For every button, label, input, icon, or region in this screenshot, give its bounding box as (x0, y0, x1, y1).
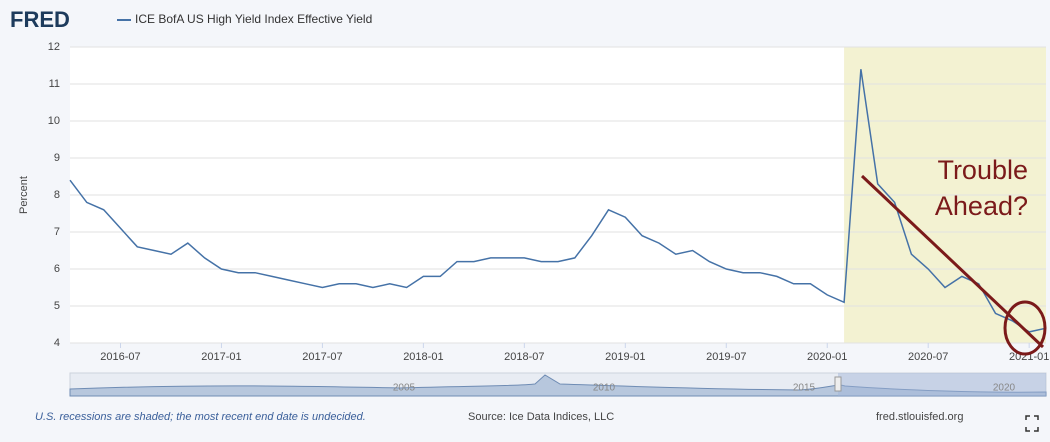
x-tick-label: 2017-07 (302, 351, 342, 363)
x-tick-label: 2016-07 (100, 351, 140, 363)
y-tick-label: 4 (54, 337, 60, 349)
navigator-series (69, 374, 1047, 397)
x-tick-label: 2017-01 (201, 351, 241, 363)
y-tick-label: 5 (54, 300, 60, 312)
y-tick-label: 9 (54, 152, 60, 164)
series-line (69, 69, 1047, 333)
site-link[interactable]: fred.stlouisfed.org (876, 411, 963, 423)
x-tick-label: 2019-01 (605, 351, 645, 363)
annotation-text: Trouble (937, 155, 1028, 185)
navigator-label: 2015 (793, 383, 816, 394)
navigator-label: 2020 (993, 383, 1016, 394)
y-tick-label: 7 (54, 226, 60, 238)
navigator-label: 2010 (593, 383, 616, 394)
plot: 4 5 6 7 8 9 10 11 12 2016-07 2017-01 2017-07 2018-01… (48, 41, 1050, 363)
footnote: U.S. recessions are shaded; the most rec… (35, 411, 366, 423)
x-tick-label: 2020-01 (807, 351, 847, 363)
fullscreen-icon[interactable] (1025, 415, 1039, 432)
x-tick-label: 2018-01 (403, 351, 443, 363)
y-tick-label: 11 (49, 78, 60, 90)
y-tick-label: 10 (48, 115, 60, 127)
source: Source: Ice Data Indices, LLC (468, 411, 614, 423)
navigator-handle[interactable] (834, 376, 842, 392)
logo: FRED (10, 7, 70, 32)
annotation-text: Ahead? (935, 191, 1028, 221)
x-tick-label: 2018-07 (504, 351, 544, 363)
y-axis-label: Percent (18, 176, 30, 214)
x-tick-label: 2020-07 (908, 351, 948, 363)
y-tick-label: 12 (48, 41, 60, 53)
y-tick-label: 8 (54, 189, 60, 201)
annotation-circle (1003, 300, 1047, 356)
annotation-line (860, 174, 1045, 349)
navigator-label: 2005 (393, 383, 416, 394)
legend-label: ICE BofA US High Yield Index Effective Y… (135, 12, 372, 26)
x-tick-label: 2019-07 (706, 351, 746, 363)
navigator-selection[interactable] (838, 373, 1046, 396)
y-tick-label: 6 (54, 263, 60, 275)
